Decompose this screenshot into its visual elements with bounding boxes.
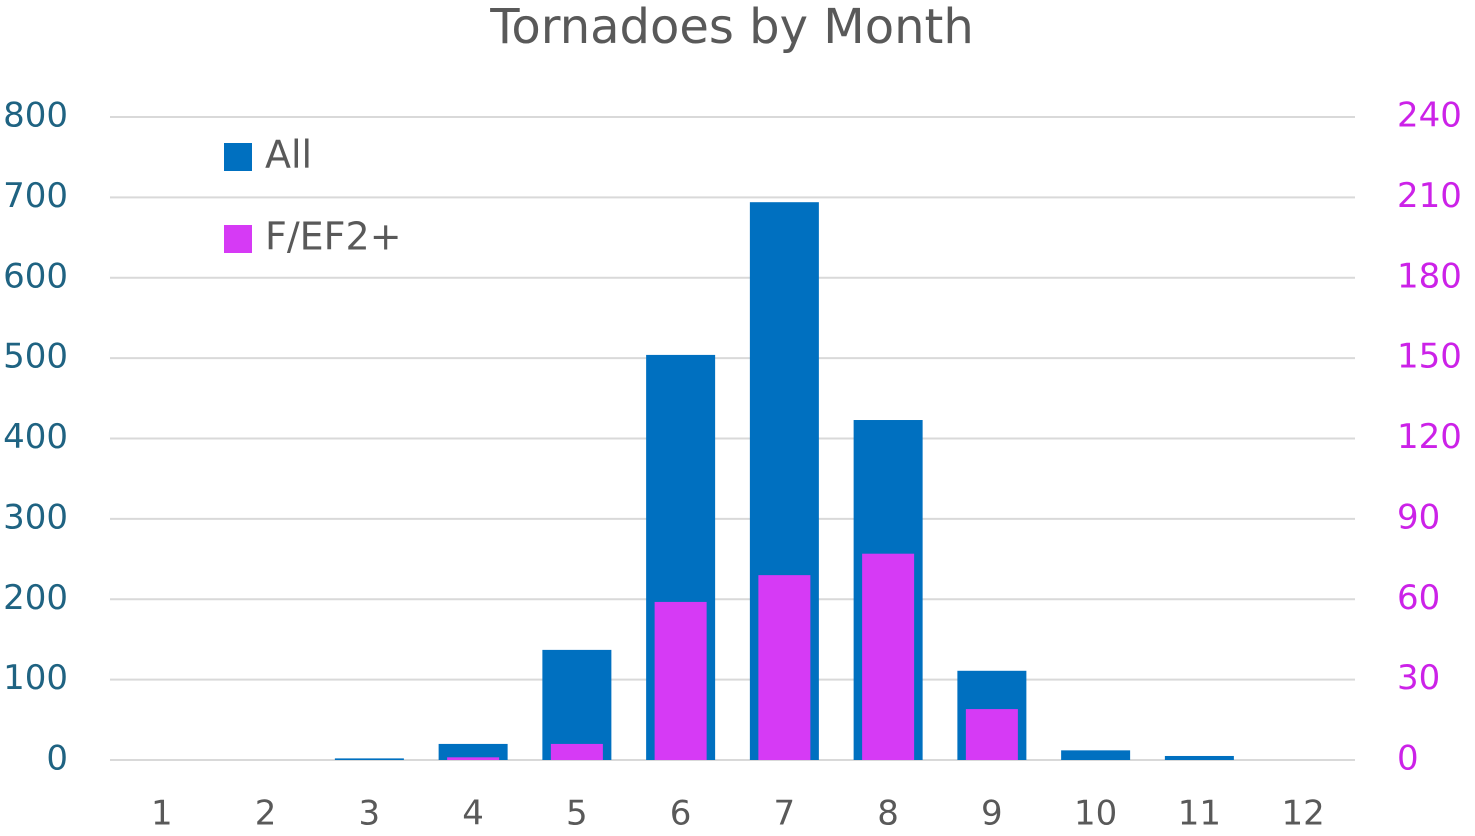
y2-tick-label: 30 — [1397, 658, 1440, 698]
bar — [438, 743, 508, 760]
chart-title: Tornadoes by Month — [489, 0, 973, 55]
bar — [965, 709, 1018, 760]
x-tick-label: 6 — [670, 794, 692, 834]
y2-tick-label: 90 — [1397, 497, 1440, 537]
x-tick-label: 4 — [462, 794, 484, 834]
bar — [1061, 750, 1131, 760]
y-tick-label: 700 — [3, 176, 68, 216]
x-tick-label: 7 — [774, 794, 796, 834]
y-tick-label: 400 — [3, 417, 68, 457]
legend-swatch — [224, 143, 252, 171]
y-tick-label: 300 — [3, 497, 68, 537]
y-tick-label: 600 — [3, 256, 68, 296]
x-tick-label: 12 — [1281, 794, 1324, 834]
x-tick-label: 5 — [566, 794, 588, 834]
x-tick-label: 8 — [877, 794, 899, 834]
x-tick-label: 2 — [255, 794, 277, 834]
x-tick-label: 9 — [981, 794, 1003, 834]
bar — [758, 575, 811, 760]
y2-tick-label: 240 — [1397, 96, 1462, 136]
x-tick-label: 11 — [1178, 794, 1221, 834]
y2-tick-label: 0 — [1397, 739, 1419, 779]
bar — [654, 601, 707, 760]
y2-tick-label: 210 — [1397, 176, 1462, 216]
x-tick-label: 1 — [151, 794, 173, 834]
bar — [1164, 755, 1234, 760]
bar — [334, 758, 404, 760]
y-tick-label: 100 — [3, 658, 68, 698]
y2-tick-label: 180 — [1397, 256, 1462, 296]
y2-tick-label: 120 — [1397, 417, 1462, 457]
y2-tick-label: 150 — [1397, 337, 1462, 377]
bar — [862, 553, 915, 760]
y2-tick-label: 60 — [1397, 578, 1440, 618]
bar — [447, 757, 500, 760]
y-tick-label: 200 — [3, 578, 68, 618]
legend-label: F/EF2+ — [265, 215, 402, 259]
x-tick-label: 3 — [359, 794, 381, 834]
bar — [542, 649, 612, 760]
x-tick-label: 10 — [1074, 794, 1117, 834]
legend-label: All — [265, 133, 312, 177]
y-tick-label: 800 — [3, 96, 68, 136]
legend-swatch — [224, 225, 252, 253]
y-tick-label: 0 — [46, 739, 68, 779]
bar — [550, 743, 603, 760]
y-tick-label: 500 — [3, 337, 68, 377]
